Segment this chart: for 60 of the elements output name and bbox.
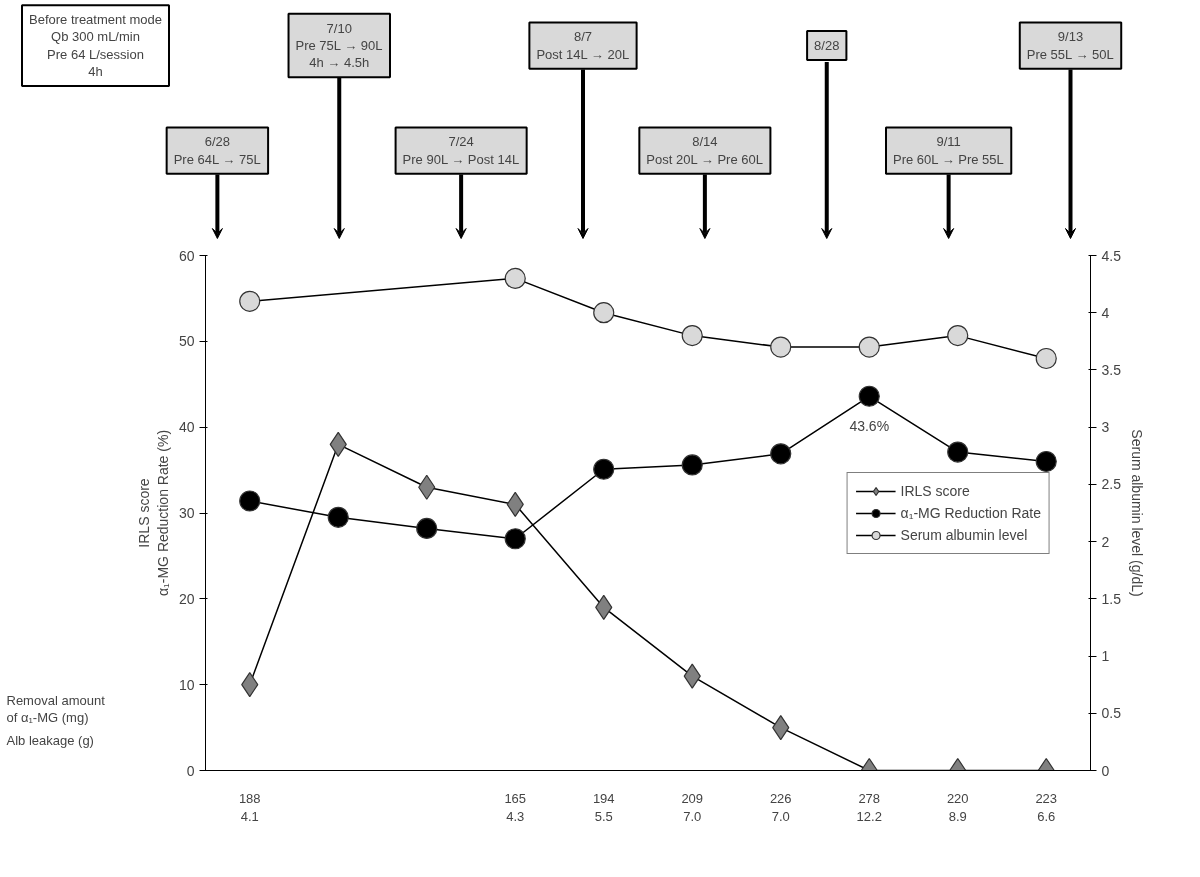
legend-label: Serum albumin level <box>900 526 1028 543</box>
text: Before treatment mode Qb 300 mL/min Pre 64 L/session 4h <box>29 12 162 79</box>
text: Alb leakage (g) <box>6 732 94 748</box>
point <box>770 443 792 465</box>
y2-tick-label: 4 <box>1101 304 1110 321</box>
x-tick-label: 194 5.5 <box>592 790 615 824</box>
text: 9/13 Pre 55L → 50L <box>1026 29 1114 62</box>
x-tick-label: 223 6.6 <box>1035 790 1058 824</box>
x-tick-label: 278 12.2 <box>856 790 882 824</box>
point <box>239 490 261 512</box>
point <box>504 528 526 550</box>
point <box>1035 450 1057 473</box>
y2-tick-label: 2 <box>1101 533 1110 550</box>
text: 8/28 <box>814 38 840 53</box>
point <box>858 336 880 358</box>
text: 8/14 Post 20L → Pre 60L <box>646 134 763 167</box>
point <box>593 458 615 480</box>
point <box>416 517 438 540</box>
y-tick-label: 0 <box>186 762 195 779</box>
point <box>681 325 703 347</box>
y2-tick-label: 1.5 <box>1101 590 1122 607</box>
point <box>770 336 792 358</box>
legend-label: α₁-MG Reduction Rate <box>900 504 1041 521</box>
point <box>327 506 349 528</box>
legend-label: IRLS score <box>900 482 970 499</box>
x-tick-label: 165 4.3 <box>504 790 527 824</box>
x-tick-label: 209 7.0 <box>681 790 704 824</box>
point <box>858 385 880 407</box>
text: 8/7 Post 14L → 20L <box>536 29 630 62</box>
y-tick-label: 30 <box>178 505 195 521</box>
y2-tick-label: 3 <box>1101 419 1110 436</box>
point <box>947 441 969 463</box>
text: 9/11 Pre 60L → Pre 55L <box>892 134 1004 167</box>
y2-tick-label: 4.5 <box>1101 247 1122 264</box>
text: 7/10 Pre 75L → 90L 4h → 4.5h <box>295 20 383 71</box>
text: Removal amount of α₁-MG (mg) <box>6 693 106 725</box>
y2-tick-label: 2.5 <box>1101 476 1122 493</box>
y-tick-label: 40 <box>178 419 195 436</box>
x-tick-label: 188 4.1 <box>238 790 261 824</box>
point <box>681 454 703 476</box>
y-axis-title: IRLS score α₁-MG Reduction Rate (%) <box>135 429 171 597</box>
y-tick-label: 20 <box>178 590 195 607</box>
x-tick-label: 220 8.9 <box>946 790 969 824</box>
text: 7/24 Pre 90L → Post 14L <box>402 134 520 167</box>
y2-tick-label: 0.5 <box>1101 705 1122 722</box>
y2-tick-label: 3.5 <box>1101 361 1122 378</box>
y-tick-label: 50 <box>178 333 195 350</box>
y-tick-label: 60 <box>178 247 195 264</box>
y2-tick-label: 0 <box>1101 762 1110 779</box>
x-tick-label: 226 7.0 <box>769 790 792 824</box>
point <box>504 267 526 289</box>
y-tick-label: 10 <box>178 676 195 693</box>
y2-tick-label: 1 <box>1101 648 1110 665</box>
point <box>1035 347 1057 370</box>
data-label: 43.6% <box>849 418 890 435</box>
point <box>947 325 969 347</box>
point <box>593 302 615 324</box>
y2-axis-title: Serum albumin level (g/dL) <box>1128 429 1145 597</box>
point <box>239 290 261 312</box>
text: 6/28 Pre 64L → 75L <box>173 134 261 167</box>
